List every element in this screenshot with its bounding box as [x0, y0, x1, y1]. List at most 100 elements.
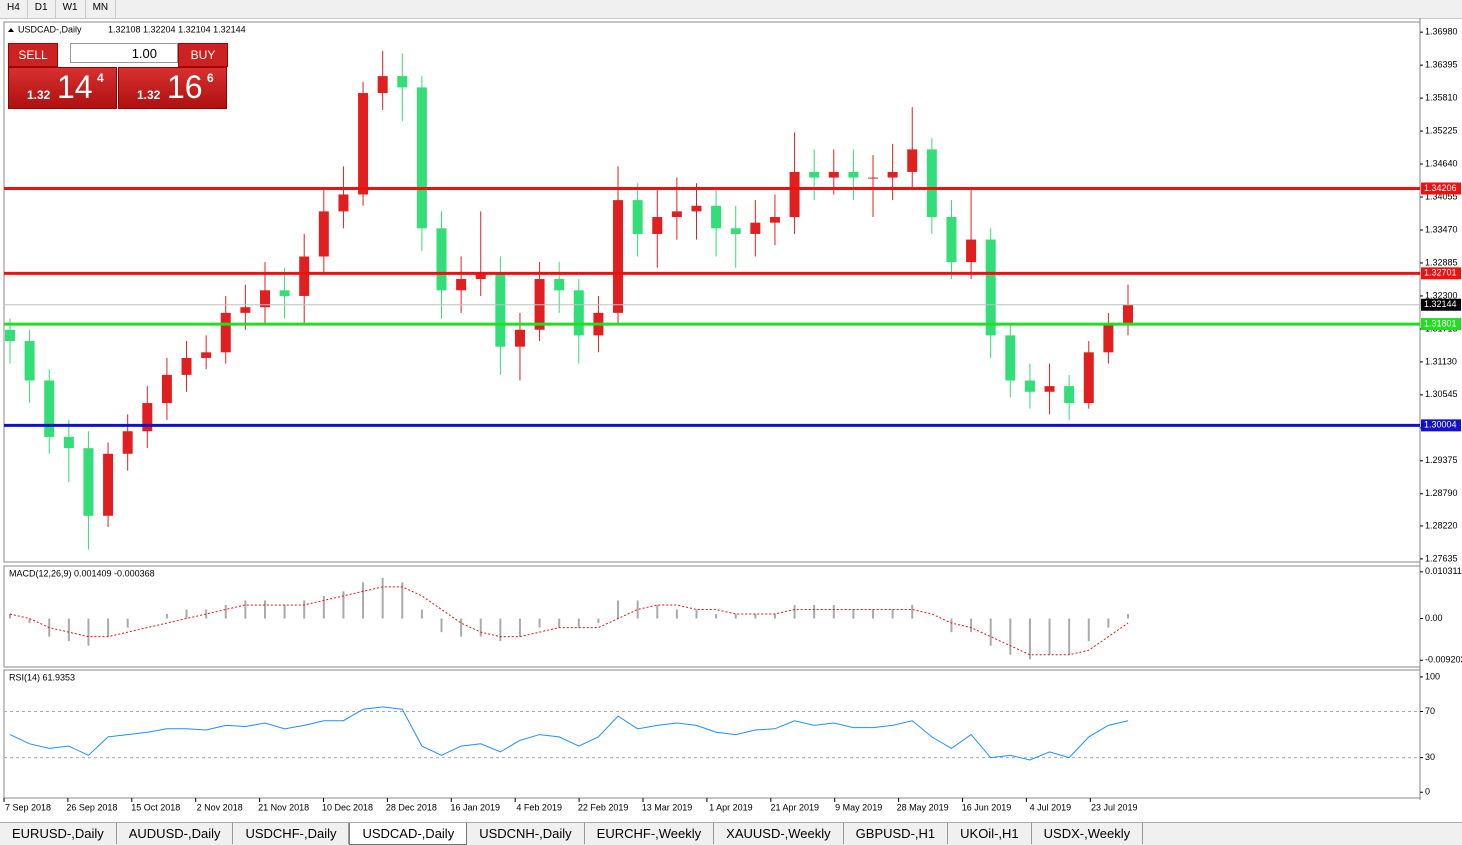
candle-body: [887, 171, 898, 178]
y-tick-label: 1.36395: [1425, 59, 1458, 69]
y-tick-label: 1.32300: [1425, 290, 1458, 300]
candle-body: [1083, 352, 1094, 404]
candle-body: [730, 228, 741, 234]
x-tick-label: 26 Sep 2018: [66, 802, 117, 812]
y-tick-label: -0.009203: [1425, 655, 1462, 665]
ask-price[interactable]: 1.32 16 6: [118, 67, 227, 109]
indicator-title: RSI(14) 61.9353: [9, 672, 75, 682]
candle-body: [456, 279, 467, 291]
candle-body: [240, 307, 251, 313]
ask-pips: 16: [167, 69, 203, 105]
ask-big: 1.32: [137, 88, 161, 102]
candle-body: [201, 352, 212, 358]
candle-body: [632, 200, 643, 234]
candle-body: [318, 211, 329, 257]
candle-body: [299, 256, 310, 296]
candle-body: [220, 312, 231, 353]
symbol-tab[interactable]: EURCHF-,Weekly: [585, 823, 715, 844]
symbol-tab[interactable]: USDX-,Weekly: [1032, 823, 1144, 844]
y-tick-label: 1.30545: [1425, 389, 1458, 399]
candle-body: [338, 194, 349, 212]
y-tick-label: 1.27635: [1425, 553, 1458, 563]
x-tick-label: 23 Jul 2019: [1091, 802, 1138, 812]
x-tick-label: 22 Feb 2019: [578, 802, 629, 812]
x-tick-label: 1 Apr 2019: [709, 802, 753, 812]
candle-body: [1103, 324, 1114, 353]
symbol-tab[interactable]: EURUSD-,Daily: [0, 823, 117, 844]
indicator-title: MACD(12,26,9) 0.001409 -0.000368: [9, 568, 155, 578]
x-tick-label: 10 Dec 2018: [322, 802, 373, 812]
candle-body: [1064, 386, 1075, 404]
level-label: 1.30004: [1424, 420, 1457, 430]
symbol-tab[interactable]: GBPUSD-,H1: [844, 823, 949, 844]
y-tick-label: 0.00: [1425, 613, 1443, 623]
sell-button[interactable]: SELL: [8, 43, 58, 67]
level-label-box: [1421, 182, 1461, 195]
y-tick-label: 1.32885: [1425, 257, 1458, 267]
symbol-tab[interactable]: USDCAD-,Daily: [349, 823, 468, 845]
ask-fraction: 6: [207, 71, 214, 85]
candle-body: [848, 171, 859, 178]
y-tick-label: 1.28790: [1425, 488, 1458, 498]
lot-input[interactable]: 1.00: [70, 43, 178, 63]
x-tick-label: 28 Dec 2018: [386, 802, 437, 812]
y-tick-label: 1.31130: [1425, 356, 1457, 366]
y-tick-label: 0.010311: [1425, 566, 1462, 576]
candle-body: [495, 273, 506, 347]
trade-panel: SELL 1.00 BUY 1.32 14 4 1.32 16 6: [8, 43, 228, 109]
candle-body: [142, 403, 153, 432]
x-tick-label: 16 Jan 2019: [451, 802, 501, 812]
symbol-tab[interactable]: XAUUSD-,Weekly: [714, 823, 844, 844]
candle-body: [122, 431, 133, 454]
symbol-tab[interactable]: USDCNH-,Daily: [467, 823, 585, 844]
x-tick-label: 2 Nov 2018: [197, 802, 243, 812]
x-tick-label: 4 Jul 2019: [1030, 802, 1072, 812]
x-tick-label: 21 Apr 2019: [771, 802, 820, 812]
candle-body: [966, 239, 977, 263]
ohlc-text: 1.32108 1.32204 1.32104 1.32144: [108, 24, 246, 34]
candle-body: [397, 76, 408, 88]
panel-frame: [3, 669, 1421, 799]
bid-fraction: 4: [97, 71, 104, 85]
level-label: 1.32701: [1424, 268, 1457, 278]
timeframe-button[interactable]: MN: [86, 0, 117, 18]
candle-body: [83, 448, 94, 516]
buy-button[interactable]: BUY: [178, 43, 228, 67]
y-tick-label: 1.34640: [1425, 158, 1458, 168]
candle-body: [652, 217, 663, 234]
symbol-tabs: EURUSD-,Daily AUDUSD-,Daily USDCHF-,Daily U…: [0, 822, 1462, 845]
candle-body: [279, 290, 290, 296]
x-tick-label: 13 Mar 2019: [642, 802, 693, 812]
symbol-tab[interactable]: AUDUSD-,Daily: [117, 823, 234, 844]
toolbar: H4 D1 W1 MN: [0, 0, 1462, 19]
current-price-label: 1.32144: [1424, 299, 1457, 309]
candle-body: [926, 149, 937, 218]
current-price-box: [1421, 298, 1461, 311]
macd-signal: [9, 586, 1129, 656]
timeframe-button[interactable]: W1: [56, 0, 86, 18]
bid-big: 1.32: [27, 88, 51, 102]
candle-body: [103, 453, 114, 516]
symbol-tab[interactable]: USDCHF-,Daily: [233, 823, 350, 844]
candle-body: [809, 171, 820, 178]
x-tick-label: 21 Nov 2018: [258, 802, 309, 812]
y-tick-label: 1.36980: [1425, 27, 1458, 37]
candle-body: [868, 177, 879, 179]
candle-body: [24, 341, 35, 381]
chart: 1.36980 1.36395 1.35810 1.35225 1.34640 1.340…: [3, 18, 1462, 812]
title-arrow: [8, 28, 14, 32]
timeframe-button[interactable]: D1: [28, 0, 56, 18]
bid-price[interactable]: 1.32 14 4: [8, 67, 117, 109]
timeframe-button[interactable]: H4: [0, 0, 28, 18]
candle-body: [946, 217, 957, 263]
y-tick-label: 1.28220: [1425, 520, 1458, 530]
y-tick-label: 0: [1425, 787, 1430, 797]
x-tick-label: 16 Jun 2019: [962, 802, 1012, 812]
symbol-tab[interactable]: UKOil-,H1: [948, 823, 1032, 844]
x-tick-label: 7 Sep 2018: [5, 802, 51, 812]
level-label-box: [1421, 318, 1461, 331]
candle-body: [1123, 304, 1133, 325]
candle-body: [1044, 386, 1055, 392]
candle-body: [613, 200, 624, 313]
